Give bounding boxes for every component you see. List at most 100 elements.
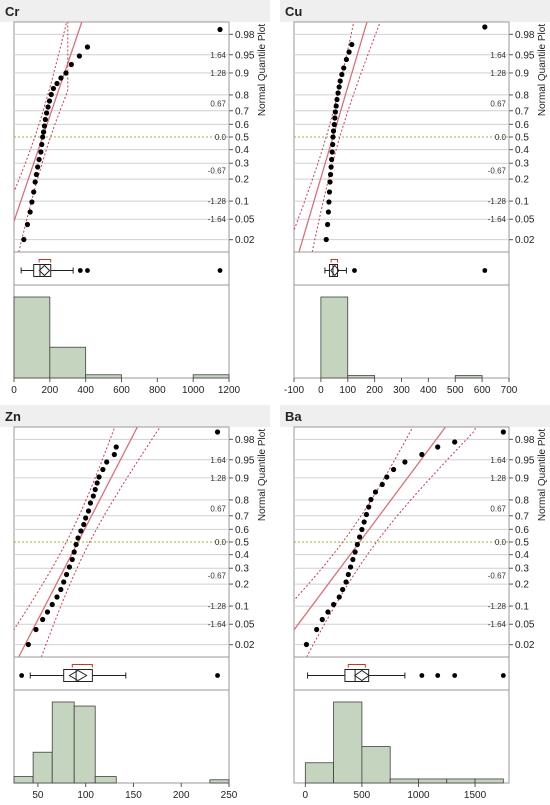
quantile-point — [325, 209, 331, 215]
histogram-bar — [209, 779, 230, 784]
z-score-label: 0.0 — [495, 133, 507, 142]
quantile-point — [46, 98, 53, 104]
quantile-axis-title: Normal Quantile Plot — [257, 429, 268, 521]
quantile-point — [54, 80, 60, 87]
outlier-boxplot — [19, 664, 220, 682]
boxplot-outlier — [77, 268, 83, 273]
prob-tick-label: 0.4 — [235, 145, 249, 156]
z-score-label: 1.64 — [210, 456, 226, 465]
confidence-band-lower — [294, 427, 414, 601]
quantile-point — [331, 121, 337, 128]
z-score-label: 0.67 — [490, 100, 506, 109]
quantile-point — [354, 541, 360, 548]
histogram-bar — [389, 778, 419, 784]
chart-panel-cu: Cu 0.98 0.95 0.9 0.8 0.7 0.6 0.50.4 0.3 0.2 0.1 0.0… — [280, 0, 550, 396]
mean-diamond — [38, 264, 51, 277]
outlier-boxplot — [307, 664, 506, 682]
quantile-point — [419, 451, 425, 458]
histogram-bar — [85, 374, 122, 379]
z-score-label: -1.28 — [488, 602, 507, 611]
quantile-point — [330, 134, 336, 140]
panel-header — [280, 0, 550, 22]
quantile-point — [90, 493, 96, 499]
quantile-point — [45, 104, 51, 110]
prob-tick-label: 0.7 — [235, 511, 249, 522]
shortest-half-bracket — [330, 259, 339, 263]
quantile-point — [35, 164, 41, 170]
boxplot-outlier — [217, 268, 223, 273]
z-score-label: 0.0 — [215, 133, 227, 142]
iqr-box — [63, 669, 93, 682]
iqr-box — [33, 264, 52, 277]
quantile-point — [303, 641, 310, 648]
quantile-point — [327, 179, 333, 185]
quantile-point — [81, 521, 87, 528]
quantile-point — [337, 78, 343, 84]
quantile-point — [69, 556, 75, 563]
z-score-label: 0.0 — [215, 538, 227, 547]
histogram-bar — [347, 375, 376, 379]
quantile-point — [87, 500, 94, 506]
iqr-box — [328, 264, 339, 277]
prob-tick-label: 0.6 — [235, 120, 249, 131]
quantile-point — [217, 26, 223, 33]
quantile-point — [75, 535, 81, 541]
x-tick-label: 1500 — [464, 790, 487, 801]
quantile-point — [38, 149, 44, 155]
quantile-point — [330, 141, 336, 148]
prob-tick-label: 0.6 — [515, 120, 529, 131]
quantile-point — [379, 481, 385, 488]
quantile-point — [76, 53, 82, 59]
quantile-point — [44, 110, 50, 116]
x-tick-label: 50 — [32, 790, 44, 801]
panel-title: Zn — [5, 409, 21, 424]
quantile-point — [111, 451, 117, 458]
panel-header — [0, 405, 270, 427]
z-score-label: -1.28 — [488, 197, 507, 206]
x-tick-label: 300 — [393, 385, 410, 396]
z-score-label: -1.64 — [208, 620, 227, 629]
prob-tick-label: 0.7 — [515, 106, 529, 117]
histogram-bar — [333, 701, 363, 784]
mean-diamond — [68, 669, 88, 682]
x-tick-label: 700 — [501, 385, 518, 396]
histogram-bar — [32, 751, 53, 784]
quantile-point — [40, 129, 47, 135]
boxplot-outlier — [215, 673, 220, 678]
quantile-point — [343, 579, 349, 585]
prob-tick-label: 0.05 — [515, 215, 535, 226]
chart-panel-cr: Cr 0.98 0.95 0.9 0.8 0.7 0.6 0.50.4 0.3 0.2 0.1 0.0… — [0, 0, 270, 396]
confidence-band-lower — [14, 22, 68, 194]
prob-tick-label: 0.05 — [235, 215, 255, 226]
prob-tick-label: 0.2 — [515, 175, 529, 186]
quantile-point — [357, 534, 363, 540]
quantile-point — [25, 641, 31, 648]
histogram-bar — [13, 776, 34, 784]
quantile-point — [325, 609, 331, 615]
quantile-point — [84, 44, 91, 50]
prob-tick-label: 0.8 — [515, 495, 529, 506]
x-tick-label: 0 — [318, 385, 324, 396]
prob-tick-label: 0.6 — [515, 525, 529, 536]
quantile-point — [324, 221, 331, 228]
quantile-point — [92, 486, 98, 493]
prob-tick-label: 0.1 — [515, 602, 529, 613]
z-score-label: -0.67 — [488, 572, 507, 581]
shortest-half-bracket — [347, 664, 366, 668]
quantile-point — [384, 474, 390, 480]
quantile-point — [341, 65, 347, 71]
quantile-point — [319, 616, 325, 623]
quantile-point — [58, 586, 64, 593]
confidence-band-lower — [14, 427, 116, 631]
z-score-label: -1.28 — [208, 602, 227, 611]
quantile-plot-area — [14, 22, 223, 252]
quantile-point — [359, 526, 365, 533]
quantile-point — [326, 189, 333, 195]
prob-tick-label: 0.02 — [515, 235, 535, 246]
prob-tick-label: 0.9 — [515, 68, 529, 79]
quantile-point — [49, 601, 55, 608]
quantile-point — [330, 128, 337, 134]
iqr-box — [344, 669, 370, 682]
histogram-bar — [474, 778, 504, 784]
histogram-bar — [49, 346, 87, 379]
